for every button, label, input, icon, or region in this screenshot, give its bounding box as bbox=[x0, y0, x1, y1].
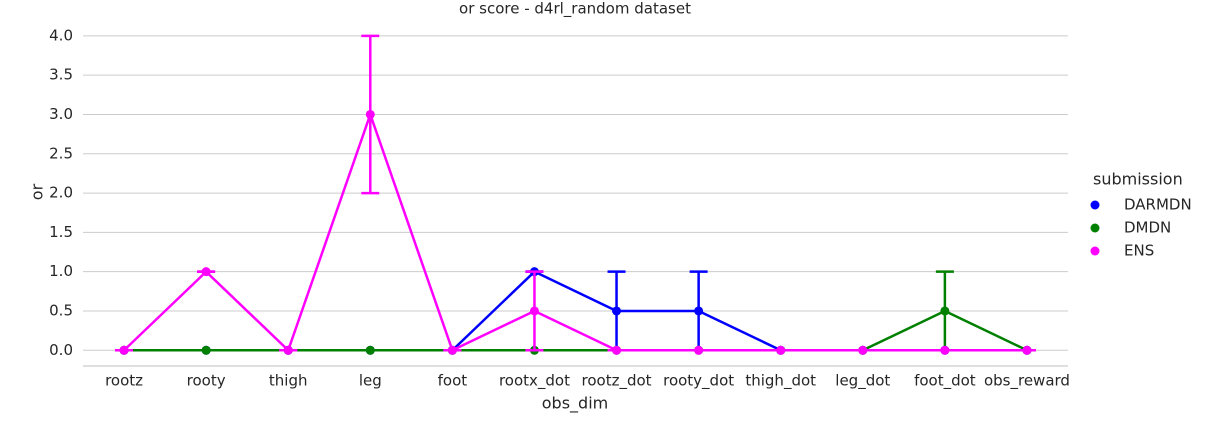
point bbox=[612, 306, 622, 316]
point bbox=[119, 345, 129, 355]
point bbox=[858, 345, 868, 355]
point bbox=[776, 345, 786, 355]
chart-title: or score - d4rl_random dataset bbox=[459, 0, 691, 19]
point bbox=[940, 306, 950, 316]
legend-label: DARMDN bbox=[1124, 196, 1192, 214]
x-tick-label: rootz bbox=[105, 372, 143, 390]
y-tick-label: 3.5 bbox=[49, 66, 73, 84]
y-tick-label: 0.5 bbox=[49, 301, 73, 319]
x-tick-label: rooty bbox=[187, 372, 226, 390]
point bbox=[694, 306, 704, 316]
point bbox=[201, 345, 211, 355]
y-tick-label: 2.5 bbox=[49, 144, 73, 162]
x-tick-label: foot bbox=[438, 372, 468, 390]
y-axis-label: or bbox=[28, 183, 47, 200]
y-tick-label: 1.0 bbox=[49, 262, 73, 280]
x-axis-label: obs_dim bbox=[542, 394, 608, 414]
point bbox=[612, 345, 622, 355]
x-tick-label: thigh bbox=[269, 372, 308, 390]
point bbox=[529, 306, 539, 316]
y-tick-label: 1.5 bbox=[49, 223, 73, 241]
legend-marker bbox=[1090, 200, 1100, 210]
x-tick-label: leg bbox=[359, 372, 382, 390]
point bbox=[447, 345, 457, 355]
point bbox=[201, 267, 211, 277]
y-tick-label: 0.0 bbox=[49, 341, 73, 359]
point bbox=[694, 345, 704, 355]
point bbox=[1022, 345, 1032, 355]
x-tick-label: rootx_dot bbox=[499, 372, 570, 391]
x-tick-label: rootz_dot bbox=[582, 372, 652, 391]
legend-title: submission bbox=[1093, 170, 1183, 189]
y-tick-label: 2.0 bbox=[49, 184, 73, 202]
x-tick-label: obs_reward bbox=[984, 372, 1070, 391]
legend-label: DMDN bbox=[1124, 219, 1171, 237]
y-tick-label: 4.0 bbox=[49, 26, 73, 44]
x-tick-label: foot_dot bbox=[914, 372, 976, 391]
legend-marker bbox=[1090, 223, 1100, 233]
y-tick-label: 3.0 bbox=[49, 105, 73, 123]
series-line bbox=[124, 309, 1028, 352]
point bbox=[365, 345, 375, 355]
x-tick-label: thigh_dot bbox=[745, 372, 816, 391]
point bbox=[283, 345, 293, 355]
series-line bbox=[123, 110, 1027, 353]
point bbox=[365, 109, 375, 119]
x-tick-label: rooty_dot bbox=[663, 372, 734, 391]
point bbox=[940, 345, 950, 355]
x-tick-label: leg_dot bbox=[835, 372, 890, 391]
legend-marker bbox=[1090, 246, 1100, 256]
legend-label: ENS bbox=[1124, 242, 1154, 260]
